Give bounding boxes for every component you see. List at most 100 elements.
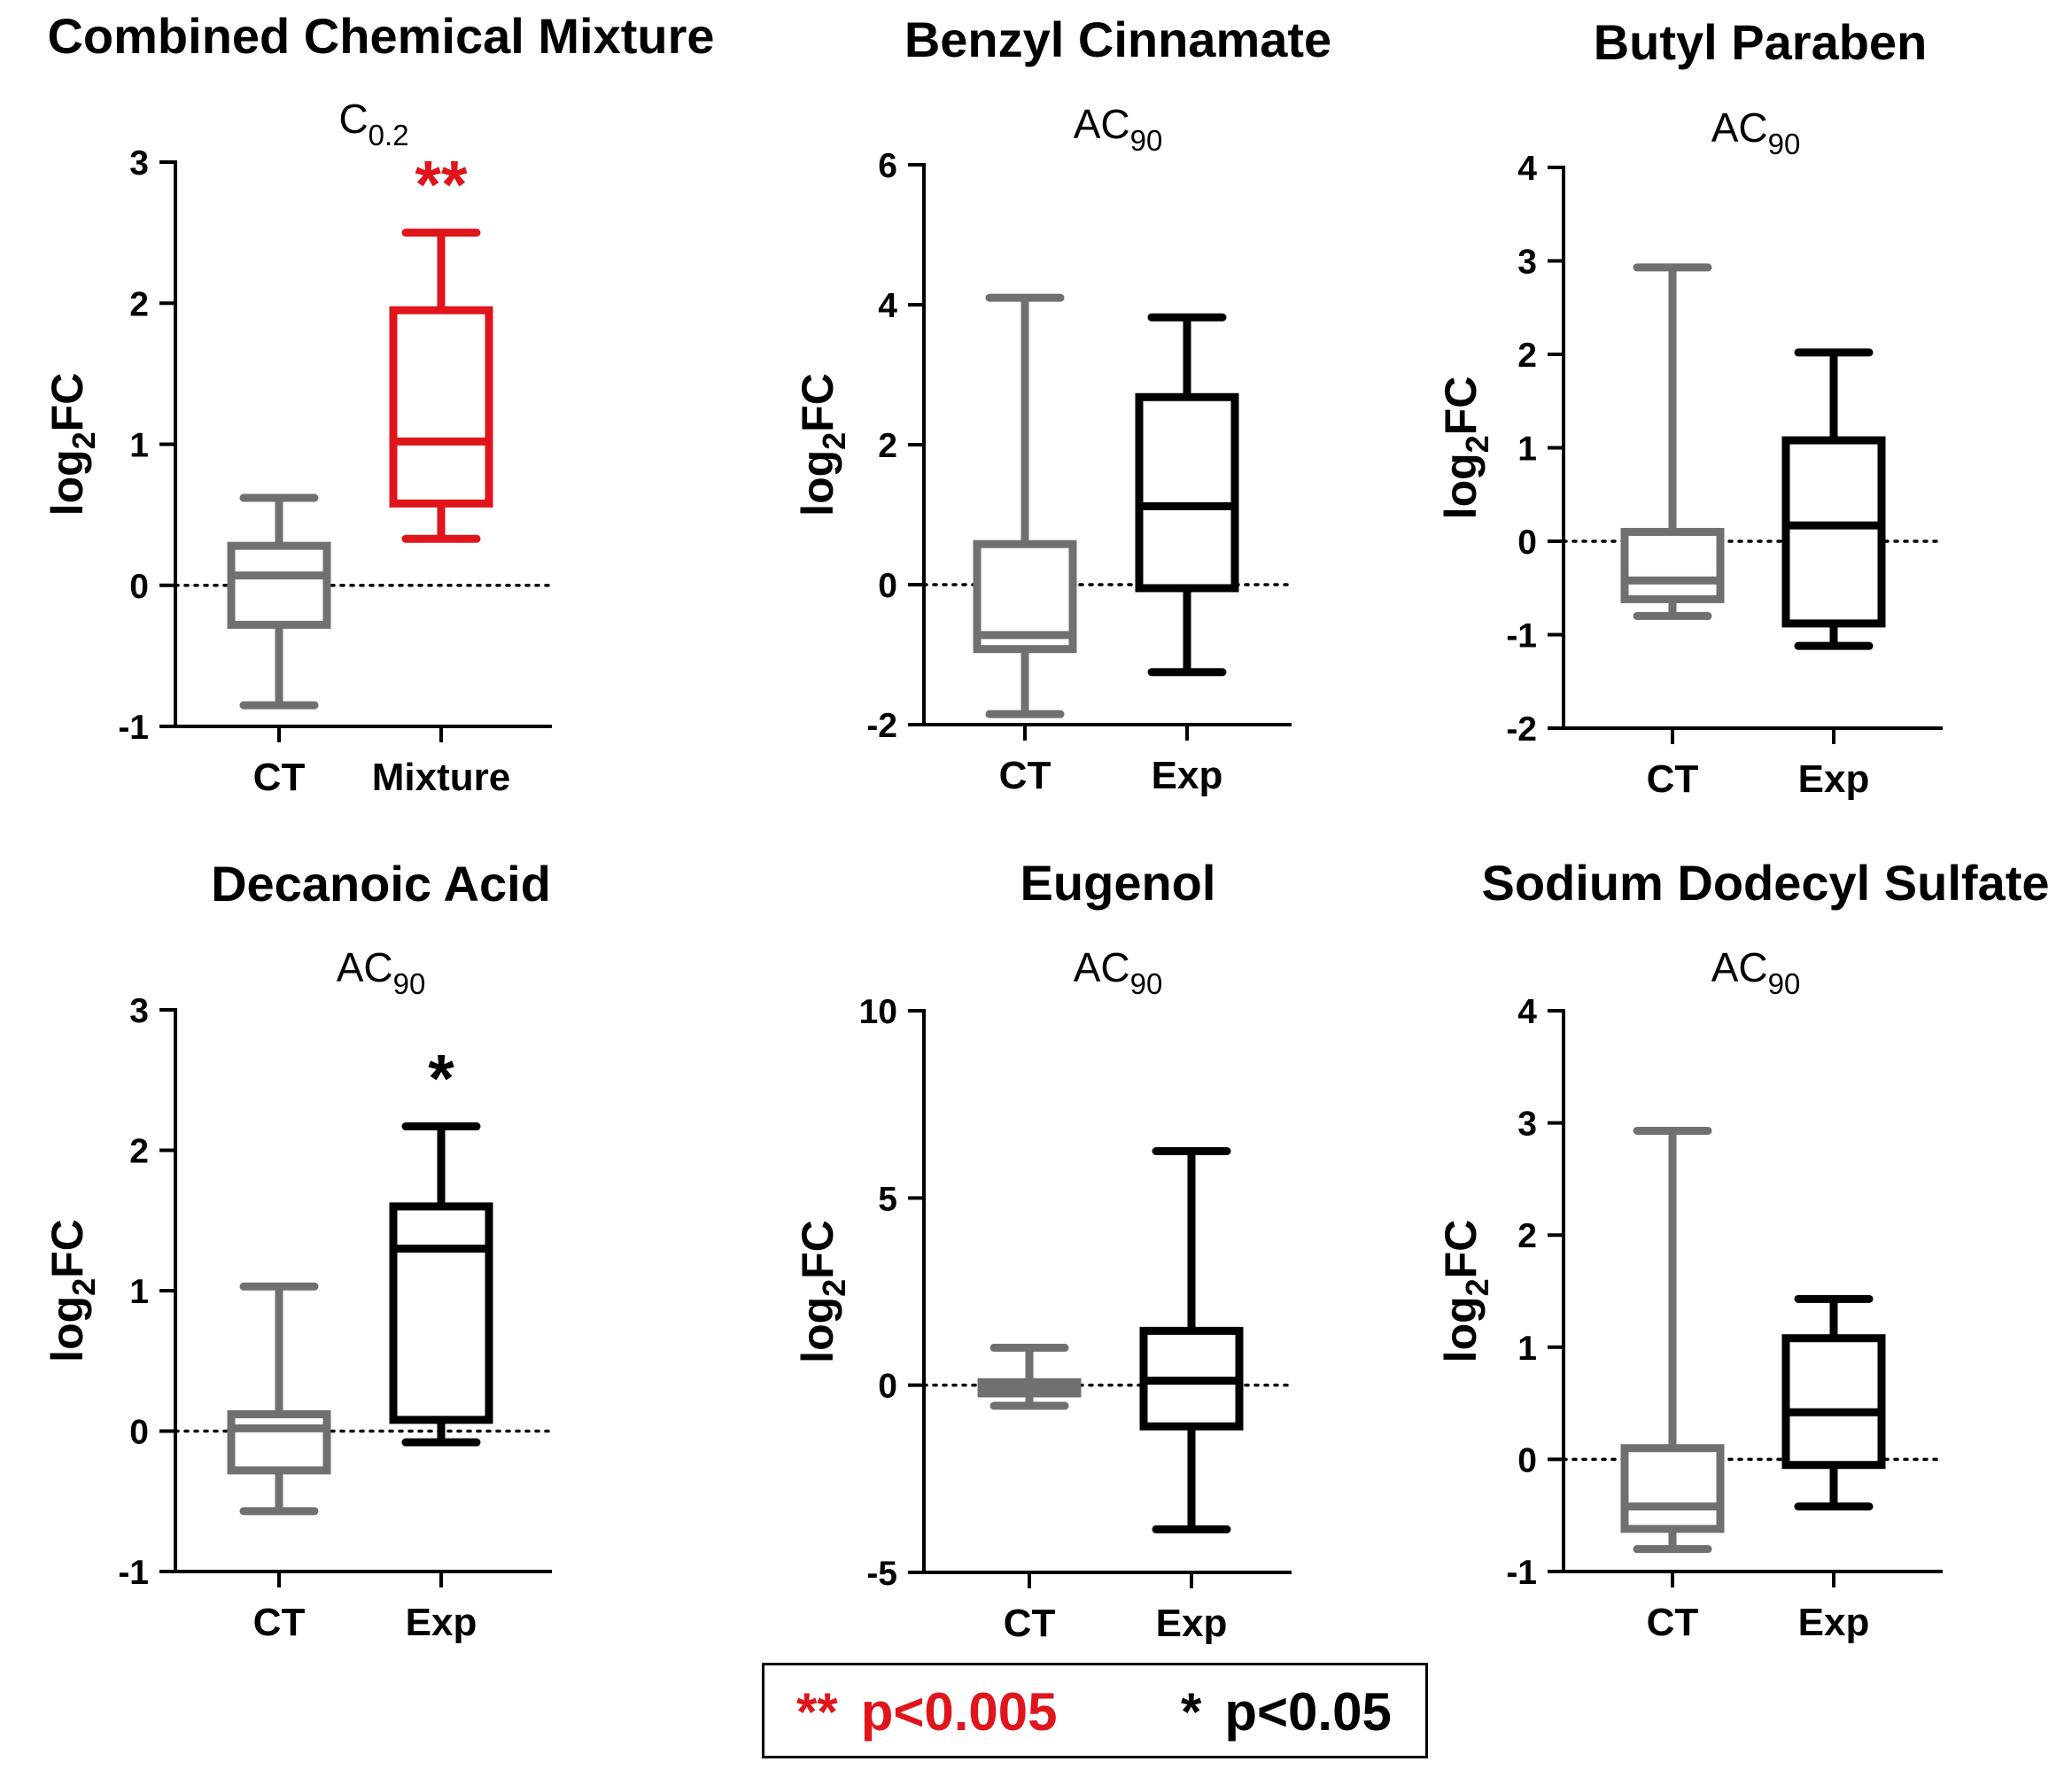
x-category-label: CT	[1647, 757, 1699, 801]
ylabel-rest: FC	[793, 1220, 842, 1279]
ylabel-subscript: 2	[66, 1278, 102, 1296]
ylabel-base: log	[1436, 453, 1486, 519]
chart-subtitle: AC90	[337, 944, 426, 1000]
y-tick-label: -1	[1506, 1554, 1537, 1592]
x-category-label: Exp	[1798, 757, 1870, 801]
box-ct	[1620, 263, 1725, 620]
y-tick-label: 3	[129, 144, 149, 182]
ylabel-rest: FC	[1436, 376, 1486, 436]
chart-subtitle: AC90	[1074, 101, 1163, 157]
y-tick-label: 3	[1517, 244, 1537, 282]
y-tick-label: -2	[1506, 710, 1537, 749]
chart-title: Combined Chemical Mixture	[47, 8, 714, 64]
y-tick-label: 0	[129, 1414, 149, 1452]
box-ct	[227, 1282, 331, 1516]
ylabel-rest: FC	[43, 373, 92, 432]
y-tick-label: 1	[1517, 431, 1537, 469]
x-category-label: CT	[999, 754, 1052, 797]
y-tick-label: 0	[1517, 524, 1537, 562]
ylabel-subscript: 2	[66, 431, 102, 449]
box-ct	[977, 1343, 1082, 1410]
y-axis-label: log2FC	[793, 1220, 852, 1363]
legend-item-strong: ** p<0.005	[796, 1681, 1058, 1742]
ylabel-base: log	[43, 1296, 92, 1362]
subtitle-subscript: 90	[1768, 967, 1801, 1000]
y-tick-label: -2	[866, 707, 897, 745]
x-category-label: CT	[1647, 1601, 1699, 1644]
subtitle-base: C	[338, 96, 368, 142]
chart-subtitle: AC90	[1074, 944, 1163, 1000]
y-tick-label: 0	[129, 568, 149, 606]
subtitle-subscript: 90	[1130, 124, 1163, 157]
y-tick-label: -1	[118, 1554, 149, 1592]
box-iqr	[389, 306, 493, 508]
y-tick-label: 2	[129, 1133, 149, 1171]
ylabel-subscript: 2	[816, 432, 852, 450]
x-category-label: CT	[253, 756, 306, 799]
box-exp	[1135, 313, 1239, 677]
ylabel-subscript: 2	[816, 1279, 852, 1297]
y-tick-label: 3	[129, 992, 149, 1030]
legend-symbol: **	[796, 1682, 838, 1742]
chart-title: Benzyl Cinnamate	[904, 12, 1331, 67]
chart-subtitle: C0.2	[338, 96, 408, 151]
box-iqr	[389, 1202, 493, 1424]
chart-title: Sodium Dodecyl Sulfate	[1482, 855, 2050, 911]
box-mixture	[389, 229, 493, 543]
y-tick-label: 2	[1517, 1217, 1537, 1255]
y-tick-label: -1	[1506, 617, 1537, 656]
y-tick-label: 1	[129, 1273, 149, 1311]
box-exp	[1781, 1294, 1886, 1511]
chart-title: Butyl Paraben	[1594, 14, 1928, 70]
y-tick-label: 2	[129, 285, 149, 323]
y-axis-label: log2FC	[1436, 1220, 1495, 1363]
chart-subtitle: AC90	[1711, 105, 1801, 160]
y-tick-label: 1	[1517, 1330, 1537, 1368]
significance-marker: **	[415, 148, 468, 223]
chart-title: Eugenol	[1020, 855, 1216, 911]
y-tick-label: -1	[118, 709, 149, 747]
subtitle-subscript: 90	[1768, 128, 1801, 160]
subtitle-base: AC	[1074, 101, 1130, 147]
y-tick-label: 6	[878, 147, 897, 185]
y-tick-label: 2	[1517, 337, 1537, 375]
box-iqr	[1781, 1334, 1886, 1470]
box-iqr	[1620, 527, 1725, 603]
box-ct	[973, 293, 1077, 718]
ylabel-base: log	[1436, 1296, 1486, 1362]
x-category-label: Mixture	[372, 756, 510, 799]
box-iqr	[227, 541, 331, 629]
box-exp	[1781, 348, 1886, 650]
significance-marker: *	[428, 1042, 454, 1117]
legend-label: p<0.005	[860, 1682, 1058, 1742]
chart-panel-5: Eugenol AC90 log2FC -5 0 5 10 CT Exp	[793, 855, 1293, 1645]
x-category-label: CT	[1004, 1602, 1056, 1645]
x-category-label: Exp	[406, 1601, 477, 1644]
y-tick-label: 4	[878, 287, 897, 325]
x-category-label: CT	[253, 1601, 306, 1644]
box-iqr	[1135, 392, 1239, 593]
box-ct	[227, 493, 331, 710]
ylabel-subscript: 2	[1459, 435, 1495, 453]
box-iqr	[227, 1409, 331, 1475]
y-axis-label: log2FC	[793, 373, 852, 516]
y-tick-label: 0	[878, 1368, 897, 1406]
ylabel-base: log	[43, 449, 92, 516]
x-category-label: Exp	[1798, 1601, 1870, 1644]
legend-symbol: *	[1181, 1682, 1202, 1742]
ylabel-base: log	[793, 1297, 842, 1363]
subtitle-base: AC	[1711, 105, 1768, 151]
y-tick-label: 0	[1517, 1441, 1537, 1479]
y-axis-label: log2FC	[43, 1219, 102, 1362]
legend-label: p<0.05	[1224, 1682, 1392, 1742]
subtitle-base: AC	[337, 944, 393, 990]
y-tick-label: 10	[859, 993, 897, 1031]
ylabel-base: log	[793, 450, 842, 516]
box-ct	[1620, 1126, 1725, 1554]
y-axis-label: log2FC	[1436, 376, 1495, 520]
box-exp	[1139, 1147, 1244, 1533]
